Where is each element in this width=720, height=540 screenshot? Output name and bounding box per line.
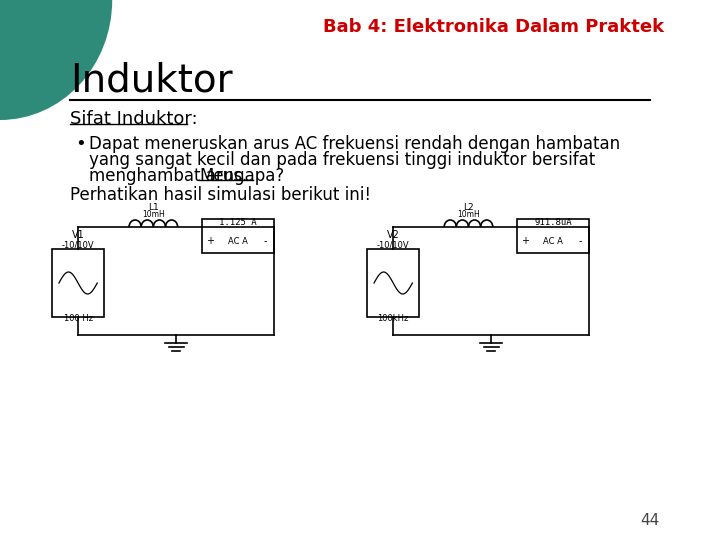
Text: -: -	[264, 236, 267, 246]
Text: 10mH: 10mH	[457, 210, 480, 219]
Text: L2: L2	[463, 203, 474, 212]
Text: Mengapa?: Mengapa?	[199, 167, 284, 185]
Text: •: •	[75, 135, 86, 153]
Text: AC A: AC A	[228, 237, 248, 246]
Text: Dapat meneruskan arus AC frekuensi rendah dengan hambatan: Dapat meneruskan arus AC frekuensi renda…	[89, 135, 620, 153]
Text: AC A: AC A	[543, 237, 563, 246]
Text: Induktor: Induktor	[70, 62, 233, 100]
Text: Perhatikan hasil simulasi berikut ini!: Perhatikan hasil simulasi berikut ini!	[70, 186, 371, 204]
Text: +: +	[521, 236, 529, 246]
Text: L1: L1	[148, 203, 158, 212]
Bar	[367, 249, 419, 317]
Text: Bab 4: Elektronika Dalam Praktek: Bab 4: Elektronika Dalam Praktek	[323, 18, 664, 36]
Text: +: +	[207, 236, 215, 246]
Text: 100 Hz: 100 Hz	[63, 314, 93, 323]
Text: 10mH: 10mH	[142, 210, 165, 219]
Bar	[53, 249, 104, 317]
Text: Sifat Induktor:: Sifat Induktor:	[70, 110, 198, 128]
Text: 44: 44	[640, 513, 660, 528]
Wedge shape	[0, 0, 112, 120]
Text: yang sangat kecil dan pada frekuensi tinggi induktor bersifat: yang sangat kecil dan pada frekuensi tin…	[89, 151, 595, 169]
Text: 100kHz: 100kHz	[377, 314, 409, 323]
Text: V2: V2	[387, 230, 400, 240]
Text: 911.8uA: 911.8uA	[534, 218, 572, 227]
Text: menghambat arus.: menghambat arus.	[89, 167, 258, 185]
Text: 1.125 A: 1.125 A	[219, 218, 257, 227]
Bar	[517, 219, 589, 253]
Text: -10/10V: -10/10V	[377, 240, 410, 249]
Bar	[202, 219, 274, 253]
Text: -10/10V: -10/10V	[62, 240, 94, 249]
Text: V1: V1	[72, 230, 84, 240]
Text: -: -	[579, 236, 582, 246]
